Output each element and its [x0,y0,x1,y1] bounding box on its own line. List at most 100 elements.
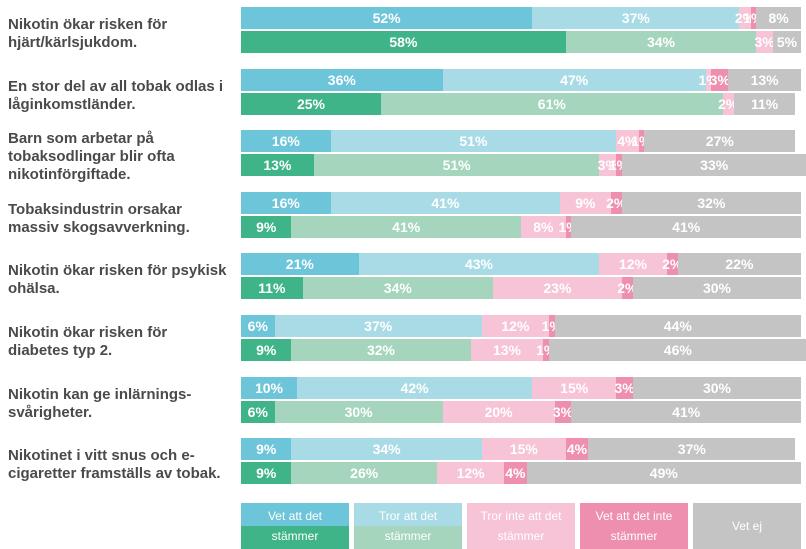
data-label: 9% [256,441,277,458]
category-label: Tobaksindustrin orsakar massiv skogsavve… [8,200,190,236]
bar-segment [291,462,437,485]
data-label: 3% [754,34,775,50]
data-label: 6% [247,403,268,420]
data-label: 37% [677,441,706,458]
data-label: 2% [718,95,739,112]
category-label: En stor del av all tobak odlas i låginko… [8,77,224,113]
bar-segment [241,376,297,399]
data-label: 30% [702,280,732,297]
data-label: 2% [606,194,627,211]
bar-segment [241,154,314,177]
bar-segment [588,438,796,461]
data-label: 4% [566,441,588,458]
data-label: 58% [389,34,418,50]
bar-segment [644,130,796,153]
bar-segment [274,315,482,337]
bar-segment [705,68,712,91]
bar-segment [358,253,600,276]
bar-segment [565,31,757,53]
bar-segment [532,376,617,399]
data-label: 32% [697,194,726,211]
data-label: 9% [575,194,596,211]
data-label: 36% [327,71,356,88]
bar-segment [565,438,589,461]
bar-segment [291,438,482,461]
bar-segment [526,462,801,485]
data-label: 52% [372,10,401,26]
data-label: 3% [552,403,574,420]
bar-segment [711,68,729,91]
bar-segment [616,130,639,153]
bar-segment [554,400,572,423]
bar-segment [297,376,533,399]
data-label: 3% [709,71,730,88]
bar-segment [571,215,801,238]
bar-segment [241,253,359,276]
data-label: 15% [560,379,589,396]
bar-segment [241,277,303,300]
legend-item: Vet ej [693,503,801,549]
bar-segment [241,191,331,214]
data-label: 27% [705,133,734,150]
bar-segment [728,68,801,91]
data-label: 5% [776,34,798,50]
data-label: 16% [271,133,300,150]
bar-segment [241,315,275,337]
bar-segment [638,130,645,153]
data-label: 12% [456,465,485,482]
data-label: 16% [271,194,300,211]
data-label: 10% [254,379,284,396]
data-label: 42% [400,379,429,396]
data-label: 11% [258,280,286,297]
data-label: 20% [484,403,513,420]
data-label: 32% [366,342,396,358]
bar-segment [616,154,622,177]
data-label: 3% [614,379,635,396]
data-label: 23% [543,280,572,297]
bar-segment [291,339,471,361]
legend-item: Tror att det stämmer [354,503,462,549]
data-label: 15% [509,441,538,458]
data-label: 37% [364,318,393,334]
category-label: Barn som arbetar på tobaksodlingar blir … [8,130,175,184]
bar-segment [621,154,806,177]
data-label: 34% [372,441,401,458]
data-label: 2% [617,280,638,297]
data-label: 4% [505,465,526,482]
data-label: 43% [464,256,494,273]
bar-segment [571,400,801,423]
bar-segment [302,277,493,300]
bar-segment [442,68,706,91]
data-label: 33% [700,157,729,174]
data-label: 41% [392,218,421,235]
bar-segment [291,215,521,238]
data-label: 4% [617,133,638,150]
data-label: 25% [296,95,326,112]
data-label: 11% [750,95,779,112]
data-label: 26% [350,465,379,482]
data-label: 30% [344,403,373,420]
bar-segment [560,191,611,214]
data-label: 21% [285,256,314,273]
data-label: 41% [672,403,701,420]
data-label: 51% [459,133,488,150]
category-label: Nikotin ökar risken för psykisk ohälsa. [8,262,227,298]
data-label: 6% [247,318,268,334]
bar-segment [554,315,801,337]
bar-segment [241,339,292,361]
data-label: 13% [263,157,292,174]
bar-segment [532,7,740,29]
data-label: 13% [750,71,779,88]
category-label: Nikotin ökar risken för hjärt/kärlsjukdo… [8,16,168,51]
bar-segment [543,339,549,361]
bar-segment [621,277,633,300]
bar-segment [666,253,678,276]
data-label: 41% [672,218,701,235]
bar-segment [241,462,292,485]
bar-segment [493,277,622,300]
bar-segment [621,191,801,214]
bar-segment [549,339,806,361]
bar-segment [481,315,549,337]
bar-segment [521,215,566,238]
